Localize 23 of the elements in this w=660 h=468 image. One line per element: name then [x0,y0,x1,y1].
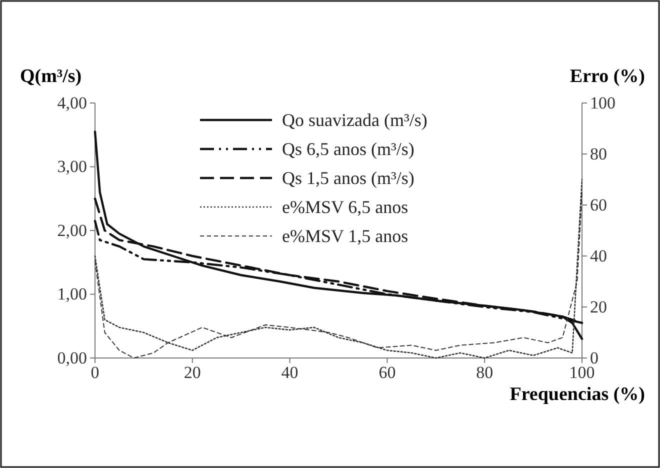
y2-tick-label: 80 [590,144,607,164]
y2-tick-label: 40 [590,246,607,266]
y-tick-label: 3,00 [57,157,87,176]
y2-tick-label: 60 [590,195,607,214]
y2-tick-label: 20 [590,297,607,316]
x-tick-label: 20 [184,363,201,382]
y-tick-label: 2,00 [57,220,87,240]
x-axis-title: Frequencias (%) [510,384,645,405]
legend-label: Qs 6,5 anos (m³/s) [282,139,414,159]
y-tick-label: 0,00 [57,348,87,368]
x-tick-label: 80 [476,363,494,382]
legend-label: e%MSV 6,5 anos [282,197,408,217]
x-tick-label: 0 [90,363,100,382]
y2-tick-label: 100 [590,93,616,112]
y-tick-label: 4,00 [57,93,87,112]
y-tick-label: 1,00 [57,284,87,304]
legend-label: Qo suavizada (m³/s) [282,110,428,130]
legend-label: e%MSV 1,5 anos [282,226,408,246]
x-tick-label: 40 [281,363,298,382]
y-axis-title: Q(m³/s) [20,66,82,87]
x-tick-label: 60 [378,363,396,382]
legend-label: Qs 1,5 anos (m³/s) [282,168,414,188]
y2-axis-title: Erro (%) [570,66,645,87]
